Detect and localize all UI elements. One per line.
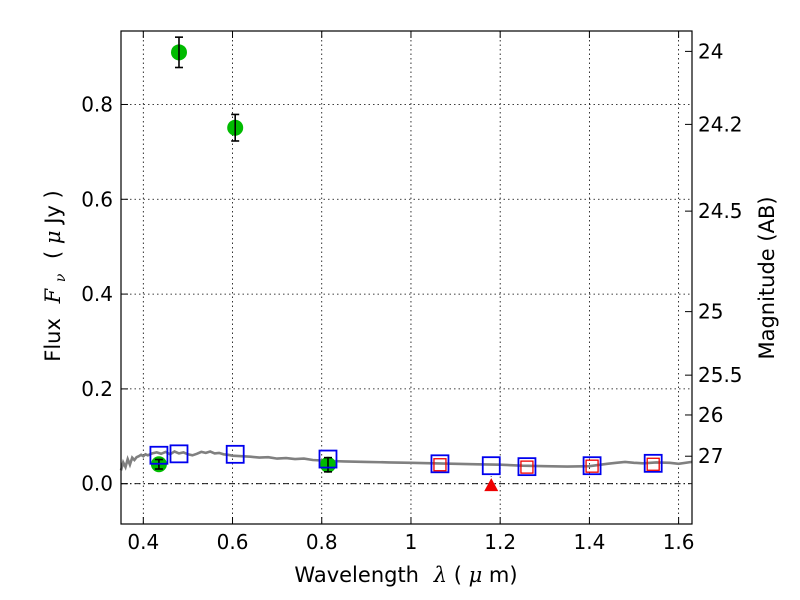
model-photometry-square: [481, 456, 501, 476]
right-tick-label: 27: [698, 444, 723, 468]
x-axis-label: Wavelength λ ( μ m): [294, 563, 517, 587]
model-photometry-red-square: [585, 459, 599, 473]
y-tick-label: 0.0: [81, 472, 113, 496]
x-axis-label-unit-rest: m): [489, 563, 518, 587]
x-tick-label: 0.4: [127, 530, 159, 554]
right-tick-label: 24.5: [698, 199, 743, 223]
y-tick-label: 0.6: [81, 187, 113, 211]
y-axis-label-unit-rest: Jy ): [41, 190, 65, 226]
x-axis-label-text: Wavelength: [294, 563, 419, 587]
x-axis-label-unit-open: (: [454, 563, 462, 587]
model-photometry-square: [430, 454, 450, 474]
right-tick-label: 26: [698, 403, 723, 427]
right-tick-label: 24.2: [698, 112, 743, 136]
x-tick-label: 1.6: [663, 530, 695, 554]
y-tick-label: 0.8: [81, 92, 113, 116]
upper-limit-triangle: [484, 478, 499, 492]
y-axis-label: Flux F ν ( μ Jy ): [41, 190, 70, 362]
x-axis-label-unit-mu: μ: [469, 563, 483, 587]
plot-frame: [120, 30, 693, 525]
y-tick-label: 0.2: [81, 377, 113, 401]
model-photometry-square: [149, 445, 169, 465]
y-axis-label-symbol: F: [41, 287, 65, 304]
x-tick-label: 1: [405, 530, 418, 554]
grid-lines: [121, 31, 692, 524]
model-sed-line: [119, 450, 693, 471]
model-photometry-square: [318, 449, 338, 469]
y-axis-label-unit-mu: μ: [41, 230, 65, 244]
model-photometry-square: [643, 453, 663, 473]
x-tick-label: 0.8: [306, 530, 338, 554]
tick-marks: [121, 31, 692, 524]
y-axis-label-text: Flux: [41, 318, 65, 362]
x-tick-label: 1.4: [573, 530, 605, 554]
model-photometry-red-square: [433, 458, 447, 472]
x-tick-label: 1.2: [484, 530, 516, 554]
model-photometry-square: [169, 444, 189, 464]
right-tick-label: 25.5: [698, 363, 743, 387]
model-photometry-square: [225, 444, 245, 464]
model-photometry-red-square: [646, 457, 660, 471]
x-axis-label-symbol: λ: [433, 563, 447, 587]
y-axis-label-unit-open: (: [41, 244, 65, 259]
x-tick-label: 0.6: [217, 530, 249, 554]
model-photometry-square: [582, 456, 602, 476]
right-tick-label: 25: [698, 300, 723, 324]
model-photometry-red-square: [520, 460, 534, 474]
model-photometry-square: [517, 457, 537, 477]
y-tick-label: 0.4: [81, 282, 113, 306]
right-axis-label: Magnitude (AB): [755, 196, 779, 359]
series-layer: [119, 36, 693, 492]
right-tick-label: 24: [698, 39, 723, 63]
y-axis-label-symbol-sub: ν: [53, 273, 69, 282]
